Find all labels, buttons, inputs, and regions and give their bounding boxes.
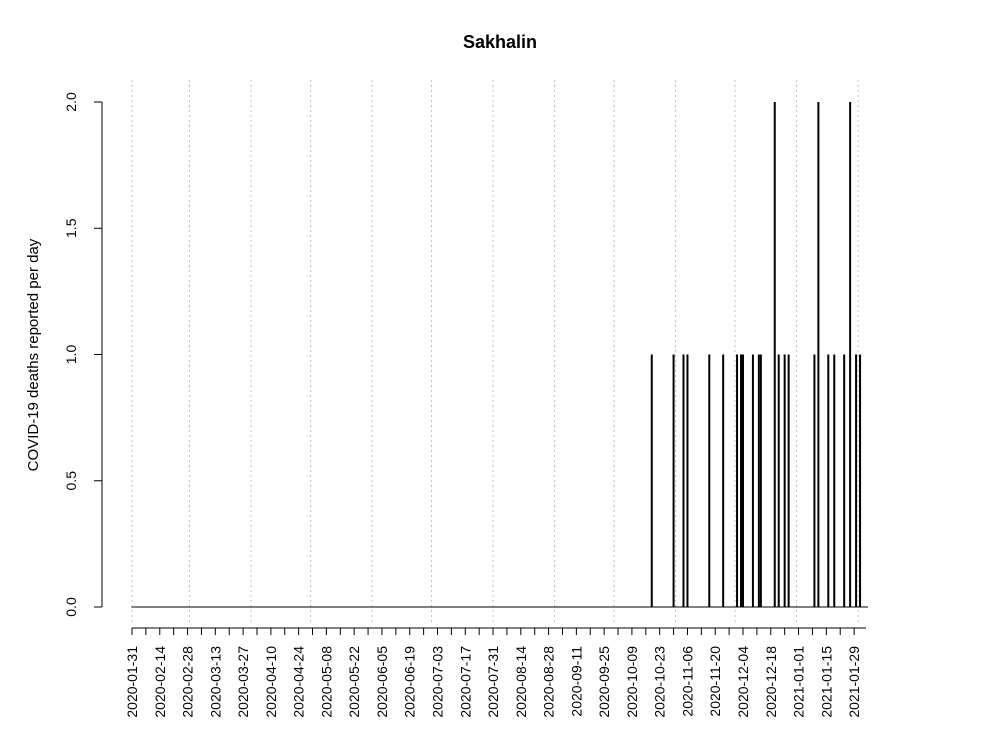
- x-tick-label: 2020-12-04: [735, 646, 751, 718]
- x-tick-label: 2020-09-11: [568, 646, 584, 717]
- y-axis-label: COVID-19 deaths reported per day: [25, 238, 42, 471]
- x-tick-label: 2020-05-08: [318, 646, 334, 718]
- x-tick-label: 2020-11-06: [679, 646, 695, 717]
- bars-layer: [131, 102, 868, 608]
- x-tick-label: 2020-07-31: [485, 646, 501, 718]
- x-tick-label: 2021-01-15: [818, 646, 834, 718]
- grid-layer: [131, 80, 859, 625]
- axis-layer: 0.0 0.5 1.0 1.5 2.0 2020-01-31 2020-02-14 2020-…: [63, 92, 866, 718]
- x-tick-label: 2021-01-29: [846, 646, 862, 718]
- x-tick-label: 2020-05-22: [346, 646, 362, 718]
- x-tick-label: 2020-10-09: [624, 646, 640, 718]
- y-tick-label: 0.0: [63, 597, 79, 617]
- x-tick-label: 2020-03-27: [235, 646, 251, 718]
- y-tick-label: 2.0: [63, 92, 79, 112]
- x-tick-label: 2020-04-10: [263, 646, 279, 718]
- x-tick-label: 2020-03-13: [207, 646, 223, 718]
- x-tick-label: 2020-12-18: [763, 646, 779, 718]
- x-tick-label: 2021-01-01: [791, 646, 807, 718]
- x-tick-label: 2020-11-20: [707, 646, 723, 717]
- x-tick-label: 2020-01-31: [124, 646, 140, 718]
- x-tick-label: 2020-07-03: [430, 646, 446, 718]
- x-tick-label: 2020-04-24: [291, 646, 307, 718]
- chart-title: Sakhalin: [463, 32, 537, 52]
- y-tick-label: 0.5: [63, 471, 79, 491]
- x-tick-label: 2020-02-14: [152, 646, 168, 718]
- x-tick-label: 2020-06-19: [402, 646, 418, 718]
- x-tick-label: 2020-02-28: [180, 646, 196, 718]
- x-tick-label: 2020-07-17: [457, 646, 473, 718]
- x-tick-label: 2020-08-14: [513, 646, 529, 718]
- y-tick-label: 1.0: [63, 345, 79, 365]
- x-tick-label: 2020-06-05: [374, 646, 390, 718]
- y-tick-label: 1.5: [63, 218, 79, 238]
- x-tick-label: 2020-10-23: [652, 646, 668, 718]
- x-tick-label: 2020-08-28: [541, 646, 557, 718]
- x-tick-label: 2020-09-25: [596, 646, 612, 718]
